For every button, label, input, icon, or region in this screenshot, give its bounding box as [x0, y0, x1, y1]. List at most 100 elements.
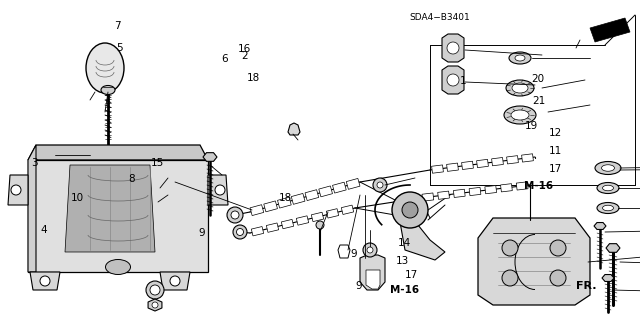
Bar — [422, 193, 434, 201]
Circle shape — [146, 281, 164, 299]
Circle shape — [392, 192, 428, 228]
Bar — [453, 189, 465, 197]
Polygon shape — [30, 272, 60, 290]
Polygon shape — [442, 66, 464, 94]
Bar — [500, 184, 512, 192]
Ellipse shape — [515, 55, 525, 61]
Polygon shape — [366, 270, 380, 289]
Circle shape — [40, 276, 50, 286]
Text: 17: 17 — [404, 270, 418, 280]
Ellipse shape — [602, 165, 614, 171]
Polygon shape — [400, 222, 445, 260]
Text: 9: 9 — [351, 249, 357, 259]
Ellipse shape — [595, 161, 621, 174]
Polygon shape — [594, 223, 606, 229]
Circle shape — [152, 302, 158, 308]
Bar — [522, 154, 533, 162]
Bar — [461, 161, 474, 169]
Text: 20: 20 — [531, 74, 545, 84]
Bar — [305, 190, 319, 201]
Ellipse shape — [511, 110, 529, 120]
Polygon shape — [208, 175, 228, 205]
Text: M-16: M-16 — [524, 181, 553, 191]
Ellipse shape — [106, 259, 131, 275]
Polygon shape — [160, 272, 190, 290]
Bar — [516, 182, 528, 190]
Circle shape — [363, 243, 377, 257]
Ellipse shape — [86, 43, 124, 93]
Text: SDA4−B3401: SDA4−B3401 — [410, 13, 470, 22]
Circle shape — [550, 240, 566, 256]
Ellipse shape — [597, 182, 619, 194]
Ellipse shape — [101, 85, 115, 94]
Circle shape — [150, 285, 160, 295]
Text: 1: 1 — [460, 76, 466, 86]
Text: 18: 18 — [246, 73, 260, 83]
Bar — [431, 165, 444, 173]
Text: 13: 13 — [396, 256, 409, 266]
Bar — [447, 163, 458, 171]
Bar — [333, 182, 346, 193]
Bar — [492, 158, 504, 166]
Polygon shape — [28, 145, 208, 160]
Circle shape — [11, 185, 21, 195]
Text: 8: 8 — [128, 174, 134, 184]
Text: 12: 12 — [549, 128, 563, 138]
Polygon shape — [203, 153, 217, 161]
Polygon shape — [288, 123, 300, 135]
Polygon shape — [360, 255, 385, 290]
Circle shape — [447, 74, 459, 86]
Text: 11: 11 — [549, 145, 563, 156]
Bar — [469, 187, 481, 196]
Bar — [507, 156, 518, 164]
Polygon shape — [28, 160, 208, 272]
Text: M-16: M-16 — [390, 285, 420, 295]
Bar — [341, 205, 354, 214]
Bar — [278, 197, 291, 208]
Text: 3: 3 — [31, 158, 37, 168]
Text: 7: 7 — [114, 21, 120, 31]
Circle shape — [550, 270, 566, 286]
Ellipse shape — [597, 203, 619, 213]
Bar — [311, 212, 324, 222]
Bar — [326, 209, 339, 218]
Text: 6: 6 — [221, 54, 227, 64]
Ellipse shape — [602, 185, 614, 191]
Circle shape — [502, 270, 518, 286]
Bar — [282, 219, 294, 229]
Ellipse shape — [602, 205, 614, 211]
Polygon shape — [590, 18, 630, 42]
Circle shape — [316, 221, 324, 229]
Bar — [438, 191, 449, 199]
Circle shape — [377, 182, 383, 188]
Text: 10: 10 — [70, 193, 84, 203]
Text: 2: 2 — [241, 51, 248, 61]
Bar — [485, 186, 497, 194]
Bar — [346, 178, 360, 189]
Polygon shape — [602, 275, 614, 281]
Circle shape — [367, 247, 373, 253]
Polygon shape — [65, 165, 155, 252]
Polygon shape — [478, 218, 590, 305]
Text: FR.: FR. — [576, 280, 596, 291]
Text: 15: 15 — [150, 158, 164, 168]
Bar — [291, 193, 305, 204]
Circle shape — [237, 228, 243, 235]
Text: 5: 5 — [116, 43, 123, 54]
Text: 21: 21 — [532, 96, 546, 107]
Text: 9: 9 — [198, 228, 205, 238]
Bar — [264, 201, 278, 212]
Bar — [252, 226, 264, 236]
Circle shape — [447, 42, 459, 54]
Bar — [296, 216, 308, 225]
Polygon shape — [442, 34, 464, 62]
Ellipse shape — [509, 52, 531, 64]
Polygon shape — [606, 244, 620, 252]
Polygon shape — [338, 245, 350, 258]
Ellipse shape — [504, 106, 536, 124]
Circle shape — [373, 178, 387, 192]
Circle shape — [227, 207, 243, 223]
Polygon shape — [28, 145, 36, 272]
Ellipse shape — [512, 83, 528, 93]
Circle shape — [233, 225, 247, 239]
